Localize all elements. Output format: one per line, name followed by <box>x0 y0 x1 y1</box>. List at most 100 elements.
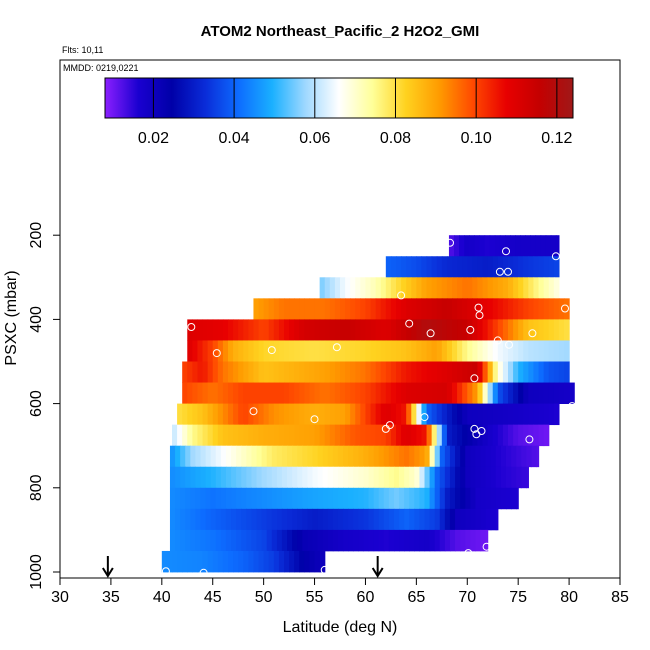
heatmap-cell <box>528 403 535 426</box>
heatmap-cell <box>429 508 436 531</box>
heatmap-cell <box>202 340 209 362</box>
heatmap-cell <box>340 298 346 320</box>
observation-marker <box>161 567 170 576</box>
heatmap-cell <box>569 382 575 404</box>
observation-points <box>159 238 577 577</box>
heatmap-cell <box>508 277 514 299</box>
heatmap-cell <box>238 550 244 573</box>
heatmap-cell <box>436 298 443 320</box>
heatmap-cell <box>421 340 428 362</box>
heatmap-cell <box>429 529 436 552</box>
heatmap-cell <box>404 487 410 510</box>
heatmap-cell <box>350 298 356 320</box>
heatmap-cell <box>312 445 319 468</box>
heatmap-cell <box>205 487 212 510</box>
heatmap-cell <box>399 529 405 552</box>
heatmap-cell <box>202 403 209 426</box>
heatmap-cell <box>215 487 222 510</box>
heatmap-cell <box>477 361 484 383</box>
heatmap-cell <box>477 340 484 362</box>
heatmap-cell <box>238 403 244 426</box>
observation-marker <box>470 424 479 433</box>
heatmap-cell <box>334 403 341 426</box>
heatmap-cell <box>190 445 197 468</box>
heatmap-cell <box>465 466 471 489</box>
heatmap-cell <box>431 256 438 278</box>
heatmap-cell <box>375 361 382 383</box>
heatmap-cell <box>523 319 529 341</box>
heatmap-cell <box>495 445 502 468</box>
heatmap-cell <box>261 445 268 468</box>
heatmap-cell <box>180 529 186 552</box>
heatmap-cell <box>393 508 400 531</box>
heatmap-cell <box>490 445 497 468</box>
heatmap-cell <box>319 403 326 426</box>
heatmap-cell <box>225 508 232 531</box>
heatmap-cell <box>212 424 219 447</box>
heatmap-cell <box>329 277 336 299</box>
heatmap-cell <box>261 487 268 510</box>
heatmap-cell <box>212 361 219 383</box>
colorbar-tick-label: 0.08 <box>380 130 411 147</box>
heatmap-cell <box>238 319 244 341</box>
heatmap-cell <box>543 256 550 278</box>
heatmap-cell <box>492 256 499 278</box>
heatmap-cell <box>215 445 222 468</box>
heatmap-cell <box>278 361 285 383</box>
heatmap-cell <box>383 487 390 510</box>
heatmap-cell <box>190 487 197 510</box>
heatmap-cell <box>533 319 540 341</box>
heatmap-cell <box>409 487 415 510</box>
heatmap-cell <box>289 361 295 383</box>
heatmap-cell <box>515 235 521 257</box>
heatmap-cell <box>511 445 517 468</box>
heatmap-cell <box>185 487 191 510</box>
heatmap-cell <box>268 361 275 383</box>
heatmap-cell <box>332 466 339 489</box>
heatmap-cell <box>271 508 278 531</box>
heatmap-cell <box>545 235 552 257</box>
heatmap-cell <box>540 235 547 257</box>
heatmap-cell <box>348 445 354 468</box>
heatmap-cell <box>441 277 448 299</box>
y-axis: 200 400 600 800 1000 <box>28 222 60 590</box>
heatmap-cell <box>241 529 247 552</box>
heatmap-cell <box>251 508 258 531</box>
heatmap-cell <box>482 361 489 383</box>
heatmap-cell <box>236 445 242 468</box>
heatmap-cell <box>548 403 555 426</box>
heatmap-cell <box>273 382 280 404</box>
heatmap-cell <box>508 319 514 341</box>
heatmap-cell <box>299 361 305 383</box>
heatmap-cell <box>169 466 176 489</box>
heatmap-cell <box>360 298 367 320</box>
heatmap-cell <box>388 487 395 510</box>
heatmap-cell <box>192 403 199 426</box>
heatmap-cell <box>207 424 214 447</box>
heatmap-cell <box>304 382 311 404</box>
heatmap-cell <box>355 340 361 362</box>
heatmap-cell <box>431 382 438 404</box>
heatmap-cell <box>276 466 283 489</box>
heatmap-cell <box>278 382 285 404</box>
heatmap-cell <box>497 424 504 447</box>
heatmap-cell <box>511 487 517 510</box>
heatmap-cell <box>246 445 253 468</box>
heatmap-cell <box>202 361 209 383</box>
heatmap-cell <box>513 424 519 447</box>
heatmap-cell <box>350 277 356 299</box>
heatmap-cell <box>421 319 428 341</box>
heatmap-cell <box>564 361 570 383</box>
heatmap-cell <box>355 277 361 299</box>
heatmap-cell <box>309 424 316 447</box>
heatmap-cell <box>564 340 570 362</box>
heatmap-cell <box>528 340 535 362</box>
heatmap-cell <box>444 508 451 531</box>
heatmap-cell <box>411 277 417 299</box>
heatmap-cell <box>220 445 227 468</box>
heatmap-cell <box>273 424 280 447</box>
heatmap-cell <box>314 403 321 426</box>
heatmap-cell <box>508 340 514 362</box>
y-tick-label: 400 <box>28 306 45 333</box>
heatmap-cell <box>411 424 417 447</box>
